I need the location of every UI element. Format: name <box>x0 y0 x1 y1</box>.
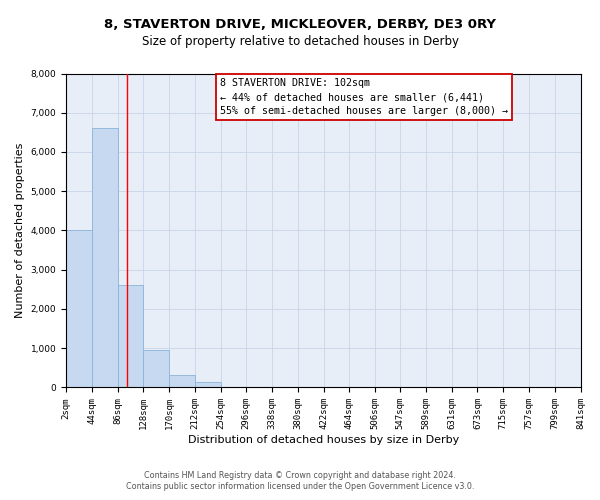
Text: Contains HM Land Registry data © Crown copyright and database right 2024.: Contains HM Land Registry data © Crown c… <box>144 471 456 480</box>
Text: 8, STAVERTON DRIVE, MICKLEOVER, DERBY, DE3 0RY: 8, STAVERTON DRIVE, MICKLEOVER, DERBY, D… <box>104 18 496 30</box>
Text: Size of property relative to detached houses in Derby: Size of property relative to detached ho… <box>142 35 458 48</box>
Bar <box>66 230 92 388</box>
Bar <box>169 374 195 388</box>
Text: 8 STAVERTON DRIVE: 102sqm
← 44% of detached houses are smaller (6,441)
55% of se: 8 STAVERTON DRIVE: 102sqm ← 44% of detac… <box>220 78 508 116</box>
Text: Contains public sector information licensed under the Open Government Licence v3: Contains public sector information licen… <box>126 482 474 491</box>
Y-axis label: Number of detached properties: Number of detached properties <box>15 143 25 318</box>
Bar <box>92 128 118 388</box>
Bar <box>195 382 221 388</box>
X-axis label: Distribution of detached houses by size in Derby: Distribution of detached houses by size … <box>188 435 459 445</box>
Bar <box>118 286 143 388</box>
Bar <box>143 350 169 388</box>
